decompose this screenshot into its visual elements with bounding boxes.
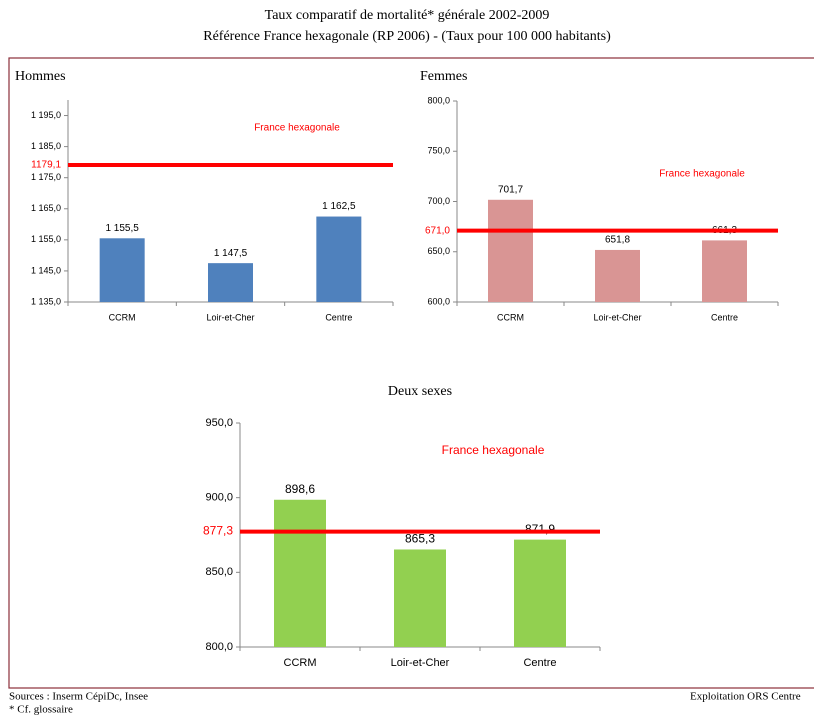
- bar: [595, 249, 640, 302]
- value-label: 651,8: [605, 235, 630, 246]
- bar: [208, 263, 253, 302]
- y-tick-label: 1 195,0: [31, 110, 61, 120]
- bar: [514, 539, 566, 647]
- y-tick-label: 750,0: [427, 146, 450, 156]
- y-tick-label: 800,0: [427, 95, 450, 105]
- reference-label: 671,0: [425, 225, 450, 236]
- y-tick-label: 850,0: [205, 566, 233, 578]
- bar: [99, 238, 145, 302]
- frame: [8, 57, 814, 689]
- y-tick-label: 800,0: [205, 641, 233, 653]
- x-tick-label: CCRM: [109, 312, 136, 322]
- value-label: 865,3: [405, 532, 435, 546]
- y-tick-label: 900,0: [205, 492, 233, 504]
- reference-name: France hexagonale: [659, 169, 745, 180]
- page-title: Taux comparatif de mortalité* générale 2…: [265, 8, 550, 23]
- y-tick-label: 650,0: [427, 246, 450, 256]
- y-tick-label: 1 175,0: [31, 172, 61, 182]
- bar: [394, 549, 446, 647]
- chart-title: Femmes: [420, 69, 467, 84]
- bar: [702, 240, 747, 302]
- reference-label: 877,3: [203, 524, 233, 538]
- x-tick-label: Loir-et-Cher: [206, 312, 254, 322]
- value-label: 1 147,5: [214, 248, 248, 259]
- chart-title: Hommes: [15, 69, 66, 84]
- bar: [274, 499, 326, 647]
- y-tick-label: 600,0: [427, 296, 450, 306]
- y-tick-label: 1 135,0: [31, 296, 61, 306]
- x-tick-label: CCRM: [284, 657, 317, 669]
- y-tick-label: 1 165,0: [31, 203, 61, 213]
- bar: [316, 216, 362, 302]
- credit: Exploitation ORS Centre: [690, 691, 801, 703]
- x-tick-label: Centre: [523, 657, 556, 669]
- note: * Cf. glossaire: [9, 704, 73, 715]
- chart-title: Deux sexes: [388, 384, 452, 399]
- page-subtitle: Référence France hexagonale (RP 2006) - …: [203, 29, 611, 44]
- value-label: 1 162,5: [322, 201, 356, 212]
- bar: [488, 199, 533, 302]
- y-tick-label: 1 185,0: [31, 141, 61, 151]
- x-tick-label: Loir-et-Cher: [391, 657, 450, 669]
- reference-name: France hexagonale: [254, 123, 340, 134]
- value-label: 701,7: [498, 184, 523, 195]
- y-tick-label: 1 155,0: [31, 234, 61, 244]
- y-tick-label: 950,0: [205, 417, 233, 429]
- x-tick-label: Centre: [711, 312, 738, 322]
- x-tick-label: Centre: [325, 312, 352, 322]
- x-tick-label: CCRM: [497, 312, 524, 322]
- sources: Sources : Inserm CépiDc, Insee: [9, 691, 148, 703]
- value-label: 898,6: [285, 482, 315, 496]
- reference-name: France hexagonale: [442, 443, 545, 457]
- reference-label: 1179,1: [31, 160, 61, 171]
- value-label: 1 155,5: [105, 223, 139, 234]
- value-label: 871,9: [525, 522, 555, 536]
- y-tick-label: 700,0: [427, 196, 450, 206]
- y-tick-label: 1 145,0: [31, 265, 61, 275]
- x-tick-label: Loir-et-Cher: [593, 312, 641, 322]
